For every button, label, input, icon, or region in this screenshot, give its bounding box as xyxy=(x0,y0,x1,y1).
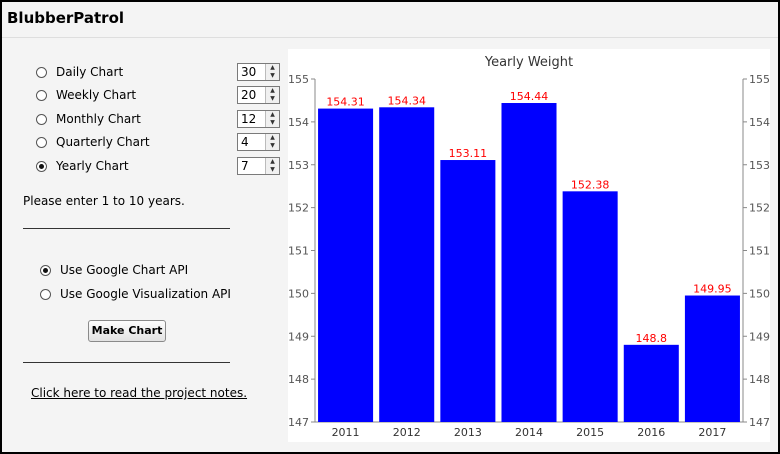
stepper-down-icon[interactable]: ▼ xyxy=(270,142,275,149)
daily-chart-radio[interactable] xyxy=(36,66,47,78)
stepper-up-icon[interactable]: ▲ xyxy=(270,64,275,71)
quarterly-count-stepper[interactable]: 4 ▲ ▼ xyxy=(237,133,280,151)
title-bar: BlubberPatrol xyxy=(2,2,778,38)
y-tick-label-left: 151 xyxy=(288,245,309,258)
bar-value-label: 154.31 xyxy=(326,96,365,109)
monthly-count-stepper[interactable]: 12 ▲ ▼ xyxy=(237,110,280,128)
y-tick-label-right: 154 xyxy=(749,116,770,129)
monthly-count-value[interactable]: 12 xyxy=(241,112,257,126)
y-tick-label-right: 148 xyxy=(749,373,770,386)
y-tick-label-left: 153 xyxy=(288,159,309,172)
chart-api-label: Use Google Chart API xyxy=(60,263,189,277)
stepper-down-icon[interactable]: ▼ xyxy=(270,166,275,173)
y-tick-label-right: 149 xyxy=(749,330,770,343)
yearly-chart-radio[interactable] xyxy=(36,160,47,172)
y-tick-label-left: 155 xyxy=(288,73,309,86)
weekly-chart-option[interactable]: Weekly Chart xyxy=(36,85,136,105)
divider xyxy=(23,228,230,229)
y-tick-label-right: 153 xyxy=(749,159,770,172)
bar-value-label: 148.8 xyxy=(636,332,668,345)
stepper-down-icon[interactable]: ▼ xyxy=(270,95,275,102)
yearly-chart-option[interactable]: Yearly Chart xyxy=(36,156,129,176)
x-tick-label: 2014 xyxy=(515,426,543,439)
stepper-down-icon[interactable]: ▼ xyxy=(270,119,275,126)
y-tick-label-right: 155 xyxy=(749,73,770,86)
bar xyxy=(623,344,679,422)
y-tick-label-left: 148 xyxy=(288,373,309,386)
visualization-api-label: Use Google Visualization API xyxy=(60,287,231,301)
y-tick-label-left: 154 xyxy=(288,116,309,129)
chart-svg: Yearly Weight 147 147 148 148 149 149 150 150 151… xyxy=(288,55,770,439)
bar-value-label: 152.38 xyxy=(571,178,610,191)
x-tick-label: 2012 xyxy=(393,426,421,439)
bar-value-label: 153.11 xyxy=(449,147,488,160)
bar-value-label: 154.34 xyxy=(387,94,426,107)
make-chart-button[interactable]: Make Chart xyxy=(88,320,166,342)
monthly-chart-label: Monthly Chart xyxy=(56,112,141,126)
stepper-up-icon[interactable]: ▲ xyxy=(270,87,275,94)
stepper-up-icon[interactable]: ▲ xyxy=(270,111,275,118)
weekly-chart-label: Weekly Chart xyxy=(56,88,137,102)
monthly-chart-radio[interactable] xyxy=(36,113,47,125)
x-tick-label: 2015 xyxy=(576,426,604,439)
bar-value-label: 154.44 xyxy=(510,90,549,103)
quarterly-count-value[interactable]: 4 xyxy=(241,135,249,149)
visualization-api-option[interactable]: Use Google Visualization API xyxy=(40,284,231,304)
monthly-chart-option[interactable]: Monthly Chart xyxy=(36,109,141,129)
divider xyxy=(23,362,230,363)
x-tick-label: 2016 xyxy=(637,426,665,439)
chart-api-radio[interactable] xyxy=(40,264,51,276)
bar xyxy=(684,295,740,422)
bar xyxy=(501,103,557,422)
y-tick-label-left: 152 xyxy=(288,202,309,215)
weekly-chart-radio[interactable] xyxy=(36,89,47,101)
visualization-api-radio[interactable] xyxy=(40,288,51,300)
bar xyxy=(379,107,435,423)
stepper-up-icon[interactable]: ▲ xyxy=(270,134,275,141)
bar xyxy=(318,108,374,423)
stepper-up-icon[interactable]: ▲ xyxy=(270,158,275,165)
y-tick-label-left: 150 xyxy=(288,287,309,300)
chart-title: Yearly Weight xyxy=(484,55,573,70)
weekly-count-value[interactable]: 20 xyxy=(241,88,257,102)
y-tick-label-right: 147 xyxy=(749,416,770,429)
y-tick-label-right: 151 xyxy=(749,245,770,258)
daily-chart-option[interactable]: Daily Chart xyxy=(36,62,123,82)
y-tick-label-right: 152 xyxy=(749,202,770,215)
weekly-count-stepper[interactable]: 20 ▲ ▼ xyxy=(237,86,280,104)
daily-count-stepper[interactable]: 30 ▲ ▼ xyxy=(237,63,280,81)
quarterly-chart-label: Quarterly Chart xyxy=(56,135,150,149)
bar xyxy=(562,191,618,422)
project-notes-link[interactable]: Click here to read the project notes. xyxy=(31,386,248,400)
y-tick-label-left: 147 xyxy=(288,416,309,429)
bar-value-label: 149.95 xyxy=(693,283,732,296)
x-tick-label: 2017 xyxy=(698,426,726,439)
y-tick-label-left: 149 xyxy=(288,330,309,343)
yearly-weight-chart: Yearly Weight 147 147 148 148 149 149 150 150 151… xyxy=(288,49,770,442)
daily-count-value[interactable]: 30 xyxy=(241,65,257,79)
years-hint: Please enter 1 to 10 years. xyxy=(23,194,185,208)
y-tick-label-right: 150 xyxy=(749,287,770,300)
controls-panel: Daily Chart 30 ▲ ▼ Weekly Chart 20 ▲ ▼ Mon… xyxy=(2,38,287,450)
x-tick-label: 2011 xyxy=(332,426,360,439)
x-tick-label: 2013 xyxy=(454,426,482,439)
app-title: BlubberPatrol xyxy=(7,9,125,27)
yearly-count-value[interactable]: 7 xyxy=(241,159,249,173)
quarterly-chart-radio[interactable] xyxy=(36,136,47,148)
quarterly-chart-option[interactable]: Quarterly Chart xyxy=(36,132,150,152)
stepper-down-icon[interactable]: ▼ xyxy=(270,72,275,79)
chart-api-option[interactable]: Use Google Chart API xyxy=(40,260,188,280)
yearly-count-stepper[interactable]: 7 ▲ ▼ xyxy=(237,157,280,175)
bar xyxy=(440,160,496,422)
yearly-chart-label: Yearly Chart xyxy=(56,159,129,173)
daily-chart-label: Daily Chart xyxy=(56,65,124,79)
